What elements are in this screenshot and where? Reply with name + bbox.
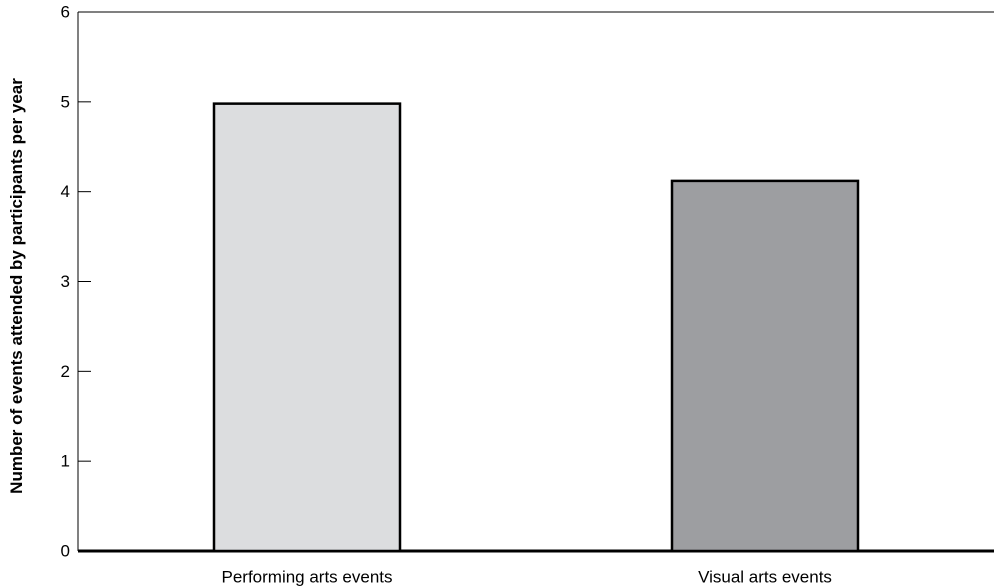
bar-visual-arts-events [670,179,860,553]
x-category-label: Visual arts events [698,568,832,587]
y-tick-label: 5 [61,92,70,111]
y-tick-label: 3 [61,272,70,291]
bars [212,102,860,553]
y-ticks: 0 1 2 3 4 5 6 [61,3,91,561]
y-tick-label: 0 [61,542,70,561]
y-tick-label: 1 [61,452,70,471]
x-category-label: Performing arts events [221,568,392,587]
x-labels: Performing arts events Visual arts events [221,568,831,587]
y-tick-label: 4 [61,182,70,201]
y-tick-label: 2 [61,362,70,381]
bar-performing-arts-events [212,102,402,553]
y-axis-title: Number of events attended by participant… [7,78,26,494]
y-tick-label: 6 [61,3,70,22]
